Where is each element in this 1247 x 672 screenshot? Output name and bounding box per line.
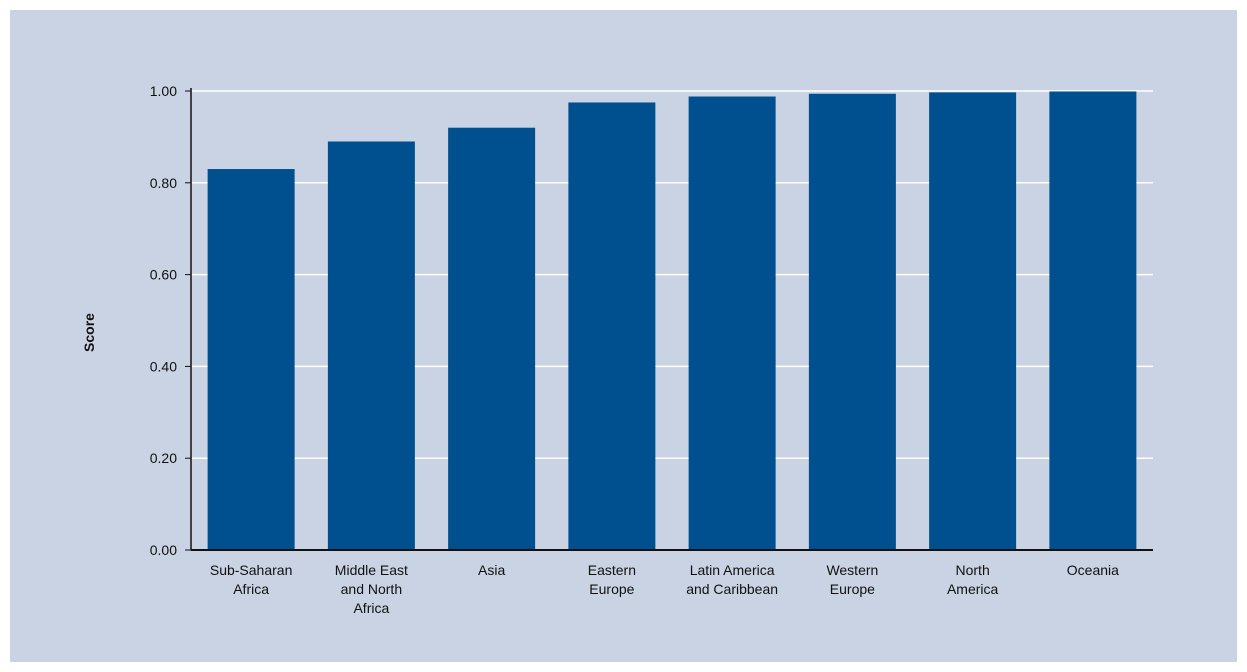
- bar-chart: 0.00 0.20 0.40 0.60 0.80 1.00 Sub-Saharan Afric…: [81, 83, 1153, 616]
- bars: [207, 91, 1137, 551]
- bar: [688, 96, 776, 551]
- bar: [1049, 91, 1137, 551]
- bar: [808, 93, 896, 550]
- x-tick-label: Western Europe: [826, 562, 878, 597]
- y-tick-label: 1.00: [150, 83, 177, 99]
- x-tick-label: Latin America and Caribbean: [686, 562, 778, 597]
- x-tick-label: North America: [947, 562, 999, 597]
- y-tick-label: 0.40: [150, 358, 177, 374]
- y-tick-label: 0.60: [150, 267, 177, 283]
- x-tick-label: Oceania: [1067, 562, 1119, 578]
- bar: [207, 169, 295, 550]
- bar: [327, 141, 415, 551]
- bar: [568, 102, 656, 550]
- x-tick-label: Sub-Saharan Africa: [210, 562, 293, 597]
- y-tick-label: 0.80: [150, 175, 177, 191]
- axes: [185, 88, 1153, 551]
- x-tick-label: Middle East and North Africa: [335, 562, 408, 616]
- y-tick-label: 0.00: [150, 542, 177, 558]
- y-axis-title: Score: [81, 313, 97, 352]
- labels: 0.00 0.20 0.40 0.60 0.80 1.00 Sub-Saharan Afric…: [150, 83, 1119, 616]
- bar: [929, 92, 1017, 550]
- x-tick-label: Eastern Europe: [588, 562, 636, 597]
- x-tick-label: Asia: [478, 562, 505, 578]
- bar: [448, 127, 536, 550]
- chart-panel: 0.00 0.20 0.40 0.60 0.80 1.00 Sub-Saharan Afric…: [10, 10, 1237, 662]
- y-tick-label: 0.20: [150, 450, 177, 466]
